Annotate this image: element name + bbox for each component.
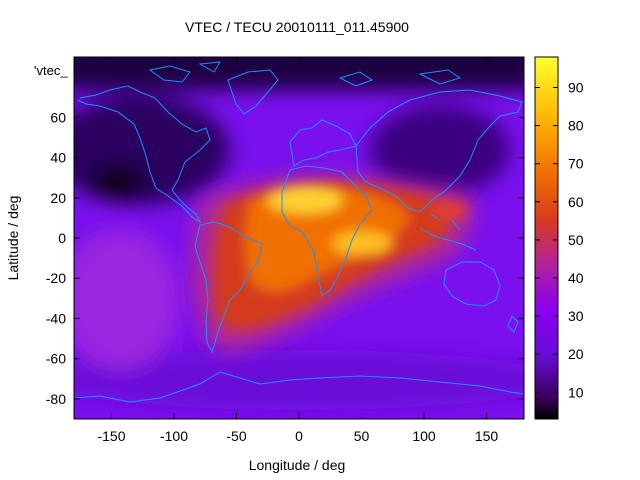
y-tick-label: 60 [50,109,66,125]
heatmap-africa-peak [267,186,343,214]
colorbar-tick-label: 50 [568,232,584,248]
heatmap-orange-band [245,186,410,292]
y-tick-label: 20 [50,190,66,206]
x-tick-label: -50 [226,428,246,444]
coastline-north-america [77,85,211,224]
colorbar-tick-label: 90 [568,79,584,95]
y-axis: -80 -60 -40 -20 0 20 40 60 [46,109,524,407]
heatmap-south-dim [74,350,524,410]
coastline-indonesia [419,213,477,251]
y-tick-label: -60 [46,351,66,367]
colorbar-tick-label: 70 [568,156,584,172]
colorbar-tick-label: 30 [568,308,584,324]
coastline-antarctica [74,371,524,403]
y-tick-label: -80 [46,391,66,407]
heatmap [74,57,524,419]
heatmap-north-pacific-min [88,166,148,198]
colorbar-ticks: 10 20 30 40 50 60 70 80 90 [535,79,584,400]
colorbar-tick-label: 60 [568,194,584,210]
y-tick-label: 40 [50,150,66,166]
coastlines [74,61,524,403]
y-tick-label: 0 [58,230,66,246]
x-tick-label: 150 [475,428,499,444]
coastline-new-zealand [507,315,519,333]
heatmap-northeast-dark [370,105,510,195]
y-axis-label: Latitude / deg [5,196,21,281]
coastline-australia [443,261,501,307]
coastline-south-america [194,221,263,354]
colorbar-tick-label: 40 [568,270,584,286]
colorbar-tick-label: 10 [568,384,584,400]
colorbar-tick-label: 80 [568,118,584,134]
colorbar-tick-label: 20 [568,346,584,362]
heatmap-pacific-glow [432,201,468,219]
key-label: 'vtec_ [34,63,68,78]
heatmap-east-africa-peak [332,231,392,255]
heatmap-southwest-purple [74,230,180,370]
x-tick-label: -100 [160,428,188,444]
x-tick-label: 50 [354,428,370,444]
heatmap-north-dark [74,57,524,90]
x-tick-label: -150 [97,428,125,444]
x-tick-label: 0 [295,428,303,444]
coastline-greenland [227,69,279,115]
coastline-africa [281,165,373,297]
y-tick-label: -20 [46,270,66,286]
x-axis-label: Longitude / deg [249,457,346,473]
coastline-arctic-islands [148,61,462,87]
x-axis: -150 -100 -50 0 50 100 150 [97,57,498,444]
x-tick-label: 100 [412,428,436,444]
y-tick-label: -40 [46,310,66,326]
coastline-asia [355,89,523,213]
chart-title: VTEC / TECU 20010111_011.45900 [185,19,409,35]
colorbar [534,56,559,420]
